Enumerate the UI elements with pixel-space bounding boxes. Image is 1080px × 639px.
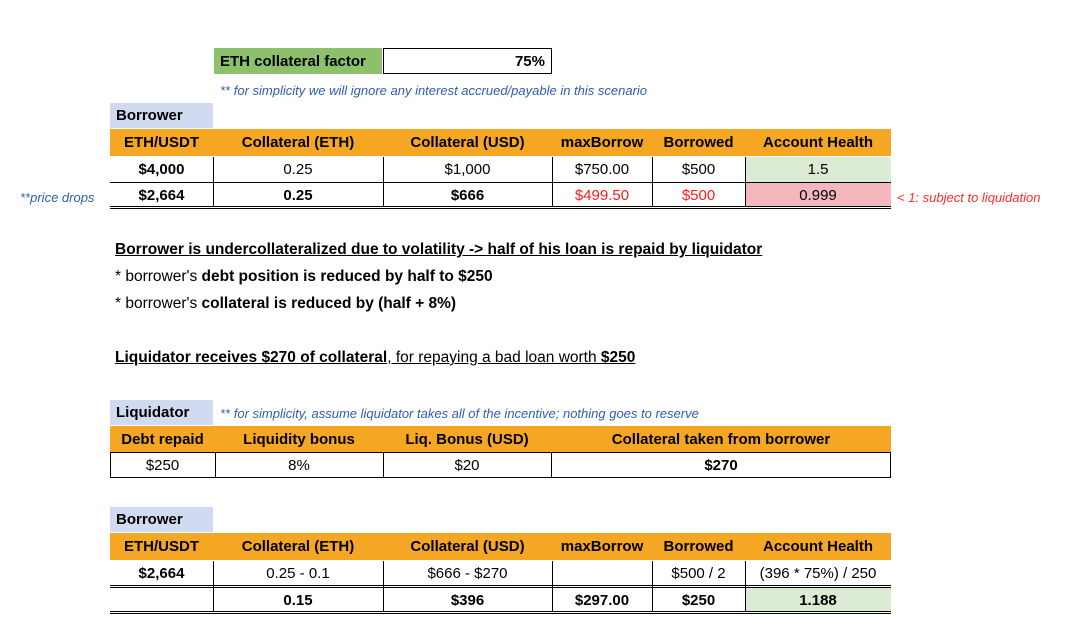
debt-line-prefix: * borrower's [115, 268, 202, 285]
liquidator-label: Liquidator [110, 400, 213, 425]
t1-r1-price: $4,000 [138, 161, 185, 178]
t3-r2-collateral-eth: 0.15 [283, 591, 313, 609]
t1-r2-health: 0.999 [745, 183, 891, 207]
t3-vline [383, 561, 384, 611]
t3-r2-maxborrow: $297.00 [574, 591, 630, 609]
t3-r1-health: (396 * 75%) / 250 [759, 565, 877, 582]
incentive-note: ** for simplicity, assume liquidator tak… [220, 406, 699, 421]
t1-r1-collateral-usd: $1,000 [444, 161, 491, 178]
t3-r2-price [110, 588, 213, 612]
header-borrowed: Borrowed [652, 129, 745, 156]
t1-r1-borrowed: $500 [681, 161, 716, 178]
t1-r1-health: 1.5 [745, 157, 891, 182]
borrower-label-2: Borrower [110, 507, 213, 532]
collateral-factor-label: ETH collateral factor [214, 48, 382, 74]
t1-vline [745, 157, 746, 206]
price-drops-note: **price drops [20, 190, 95, 205]
t3-bottom-border [110, 611, 891, 614]
header3-account-health: Account Health [745, 533, 891, 560]
collateral-reduced-line: * borrower's collateral is reduced by (h… [115, 295, 456, 313]
summary-bold-1: Liquidator receives $270 of collateral [115, 349, 388, 366]
header-liq-bonus-usd: Liq. Bonus (USD) [383, 426, 551, 452]
t3-r1-price: $2,664 [138, 565, 185, 582]
debt-reduced-line: * borrower's debt position is reduced by… [115, 268, 493, 286]
t1-row-divider [110, 182, 891, 183]
borrower-label: Borrower [110, 103, 213, 128]
header3-eth-usdt: ETH/USDT [110, 533, 213, 560]
header-liquidity-bonus: Liquidity bonus [215, 426, 383, 452]
t3-vline [745, 561, 746, 611]
collateral-line-prefix: * borrower's [115, 295, 202, 312]
t3-mid-border [110, 585, 891, 588]
t3-r2-borrowed: $250 [681, 591, 716, 609]
header-debt-repaid: Debt repaid [110, 426, 215, 452]
t3-r2-collateral-usd: $396 [450, 591, 485, 609]
t1-r1-collateral-eth: 0.25 [283, 161, 313, 178]
header3-collateral-usd: Collateral (USD) [383, 533, 552, 560]
header-collateral-taken: Collateral taken from borrower [551, 426, 891, 452]
collateral-line-bold: collateral is reduced by (half + 8%) [201, 295, 457, 312]
header-account-health: Account Health [745, 129, 891, 156]
t3-vline [552, 561, 553, 611]
debt-line-bold: debt position is reduced by half to $250 [201, 268, 493, 285]
liquidation-note: < 1: subject to liquidation [897, 190, 1041, 205]
undercollateralized-heading: Borrower is undercollateralized due to v… [115, 241, 763, 258]
t3-vline [652, 561, 653, 611]
t3-r1-borrowed: $500 / 2 [671, 565, 726, 582]
t2-vline [383, 452, 384, 478]
header3-borrowed: Borrowed [652, 533, 745, 560]
t1-vline [652, 157, 653, 206]
t3-r1-collateral-eth: 0.25 - 0.1 [266, 565, 330, 582]
t1-vline [213, 157, 214, 206]
t1-bottom-border [110, 206, 891, 209]
t2-debt-repaid: $250 [145, 456, 180, 474]
t1-r2-collateral-eth: 0.25 [283, 186, 313, 204]
t1-r2-maxborrow: $499.50 [574, 186, 630, 204]
t1-r2-collateral-usd: $666 [450, 186, 485, 204]
t1-r2-price: $2,664 [138, 186, 185, 204]
liquidator-summary: Liquidator receives $270 of collateral, … [115, 349, 635, 367]
header3-maxborrow: maxBorrow [552, 533, 652, 560]
t3-r2-health: 1.188 [745, 588, 891, 612]
interest-note: ** for simplicity we will ignore any int… [220, 83, 648, 98]
collateral-factor-value[interactable]: 75% [383, 48, 552, 74]
t3-r1-maxborrow [552, 561, 652, 586]
header-maxborrow: maxBorrow [552, 129, 652, 156]
header-eth-usdt: ETH/USDT [110, 129, 213, 156]
t1-r2-borrowed: $500 [681, 186, 716, 204]
t1-vline [383, 157, 384, 206]
header-collateral-usd: Collateral (USD) [383, 129, 552, 156]
t1-vline [552, 157, 553, 206]
t2-vline [215, 452, 216, 478]
summary-mid: , for repaying a bad loan worth [387, 349, 601, 366]
header-collateral-eth: Collateral (ETH) [213, 129, 383, 156]
liquidator-row-box [110, 452, 891, 478]
t2-collateral-taken: $270 [704, 456, 738, 474]
summary-bold-2: $250 [600, 349, 636, 366]
t3-r1-collateral-usd: $666 - $270 [427, 565, 508, 582]
t1-r1-maxborrow: $750.00 [574, 161, 630, 178]
t3-vline [213, 561, 214, 611]
t2-liquidity-bonus: 8% [288, 456, 310, 474]
t2-vline [551, 452, 552, 478]
header3-collateral-eth: Collateral (ETH) [213, 533, 383, 560]
t2-liq-bonus-usd: $20 [454, 456, 480, 474]
